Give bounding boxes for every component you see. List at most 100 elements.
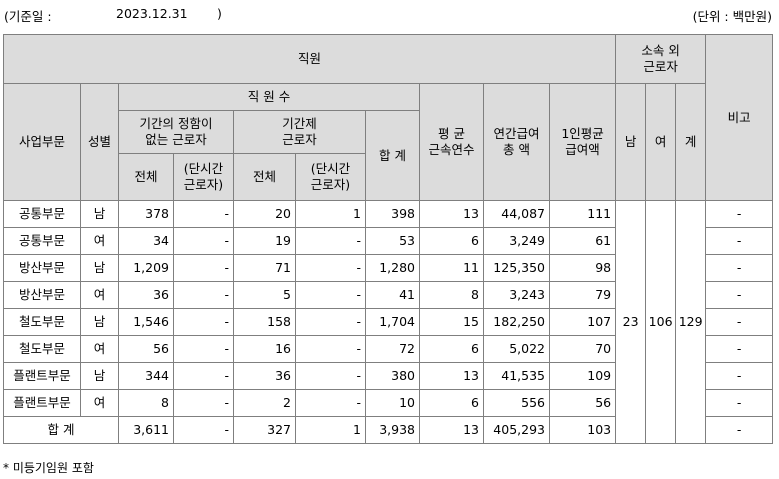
- cell-total: 1,704: [365, 308, 420, 336]
- basis-date-close: ): [217, 6, 222, 21]
- cell-contract-part-time: 1: [295, 200, 366, 228]
- cell-avg-pay: 109: [548, 362, 617, 390]
- cell-contract-all: 2: [233, 389, 296, 417]
- total-permanent-all: 3,611: [118, 416, 174, 444]
- cell-contract-part-time: -: [295, 281, 366, 309]
- cell-avg-pay: 79: [548, 281, 617, 309]
- total-contract-all: 327: [233, 416, 296, 444]
- cell-total: 53: [365, 227, 420, 255]
- cell-total: 10: [365, 389, 420, 417]
- cell-division: 공통부문: [3, 200, 81, 228]
- cell-permanent-all: 344: [118, 362, 174, 390]
- cell-division: 방산부문: [3, 254, 81, 282]
- cell-avg-tenure: 11: [419, 254, 484, 282]
- cell-remarks: -: [705, 200, 774, 228]
- cell-annual-pay: 41,535: [483, 362, 550, 390]
- cell-annual-pay: 3,249: [483, 227, 550, 255]
- header-contract-all: 전체: [233, 153, 296, 201]
- total-row: 합 계 3,611 - 327 1 3,938 13 405,293 103 -: [3, 416, 774, 444]
- cell-avg-tenure: 13: [419, 200, 484, 228]
- total-avg-pay: 103: [548, 416, 617, 444]
- cell-avg-tenure: 6: [419, 389, 484, 417]
- cell-avg-pay: 111: [548, 200, 617, 228]
- total-remarks: -: [705, 416, 774, 444]
- cell-annual-pay: 44,087: [483, 200, 550, 228]
- cell-avg-pay: 56: [548, 389, 617, 417]
- cell-avg-pay: 98: [548, 254, 617, 282]
- cell-gender: 남: [80, 362, 119, 390]
- cell-permanent-part-time: -: [173, 362, 234, 390]
- table-caption: (기준일 : 2023.12.31 ) (단위 : 백만원): [4, 6, 772, 26]
- cell-division: 공통부문: [3, 227, 81, 255]
- table-row: 철도부문 남 1,546 - 158 - 1,704 15 182,250 10…: [3, 308, 774, 336]
- header-affiliated-total: 계: [675, 83, 707, 201]
- cell-annual-pay: 182,250: [483, 308, 550, 336]
- cell-avg-pay: 70: [548, 335, 617, 363]
- cell-annual-pay: 3,243: [483, 281, 550, 309]
- table-row: 방산부문 남 1,209 - 71 - 1,280 11 125,350 98 …: [3, 254, 774, 282]
- unit-label: (단위 : 백만원): [692, 9, 772, 24]
- cell-contract-all: 16: [233, 335, 296, 363]
- cell-contract-part-time: -: [295, 227, 366, 255]
- cell-remarks: -: [705, 362, 774, 390]
- cell-permanent-all: 34: [118, 227, 174, 255]
- cell-remarks: -: [705, 389, 774, 417]
- cell-total: 72: [365, 335, 420, 363]
- cell-permanent-part-time: -: [173, 281, 234, 309]
- cell-contract-all: 158: [233, 308, 296, 336]
- header-annual-pay: 연간급여 총 액: [483, 83, 550, 201]
- header-permanent-part-time: (단시간 근로자): [173, 153, 234, 201]
- cell-total: 398: [365, 200, 420, 228]
- cell-gender: 남: [80, 254, 119, 282]
- cell-avg-tenure: 8: [419, 281, 484, 309]
- header-remarks: 비고: [705, 34, 774, 201]
- header-total: 합 계: [365, 110, 420, 201]
- cell-gender: 남: [80, 200, 119, 228]
- total-contract-part-time: 1: [295, 416, 366, 444]
- cell-permanent-part-time: -: [173, 308, 234, 336]
- cell-remarks: -: [705, 308, 774, 336]
- cell-affiliated-male: 23: [615, 200, 647, 444]
- cell-annual-pay: 556: [483, 389, 550, 417]
- cell-division: 철도부문: [3, 335, 81, 363]
- table-row: 공통부문 여 34 - 19 - 53 6 3,249 61 -: [3, 227, 774, 255]
- basis-date-label: (기준일 :: [4, 9, 52, 24]
- cell-division: 철도부문: [3, 308, 81, 336]
- cell-permanent-all: 1,546: [118, 308, 174, 336]
- basis-date-value: 2023.12.31: [116, 6, 188, 21]
- table-row: 방산부문 여 36 - 5 - 41 8 3,243 79 -: [3, 281, 774, 309]
- cell-avg-pay: 61: [548, 227, 617, 255]
- cell-gender: 여: [80, 335, 119, 363]
- header-division: 사업부문: [3, 83, 81, 201]
- header-contract: 기간제 근로자: [233, 110, 366, 154]
- header-employees: 직원: [2, 34, 617, 84]
- cell-permanent-part-time: -: [173, 254, 234, 282]
- cell-permanent-all: 378: [118, 200, 174, 228]
- cell-total: 41: [365, 281, 420, 309]
- cell-contract-part-time: -: [295, 389, 366, 417]
- cell-division: 플랜트부문: [3, 389, 81, 417]
- header-affiliated-workers: 소속 외 근로자: [615, 34, 707, 84]
- footnote: * 미등기임원 포함: [3, 461, 94, 475]
- cell-permanent-all: 1,209: [118, 254, 174, 282]
- cell-permanent-all: 56: [118, 335, 174, 363]
- cell-division: 방산부문: [3, 281, 81, 309]
- employee-status-table: 직원 소속 외 근로자 비고 사업부문 성별 직 원 수 평 균 근속연수 연간…: [2, 34, 774, 444]
- cell-avg-tenure: 6: [419, 335, 484, 363]
- cell-remarks: -: [705, 254, 774, 282]
- header-avg-tenure: 평 균 근속연수: [419, 83, 484, 201]
- cell-permanent-all: 8: [118, 389, 174, 417]
- cell-total: 1,280: [365, 254, 420, 282]
- cell-remarks: -: [705, 281, 774, 309]
- cell-contract-part-time: -: [295, 335, 366, 363]
- cell-contract-part-time: -: [295, 362, 366, 390]
- cell-contract-all: 20: [233, 200, 296, 228]
- total-avg-tenure: 13: [419, 416, 484, 444]
- cell-contract-part-time: -: [295, 308, 366, 336]
- cell-affiliated-female: 106: [645, 200, 677, 444]
- header-affiliated-female: 여: [645, 83, 677, 201]
- cell-permanent-part-time: -: [173, 227, 234, 255]
- cell-gender: 여: [80, 227, 119, 255]
- cell-remarks: -: [705, 335, 774, 363]
- header-affiliated-male: 남: [615, 83, 647, 201]
